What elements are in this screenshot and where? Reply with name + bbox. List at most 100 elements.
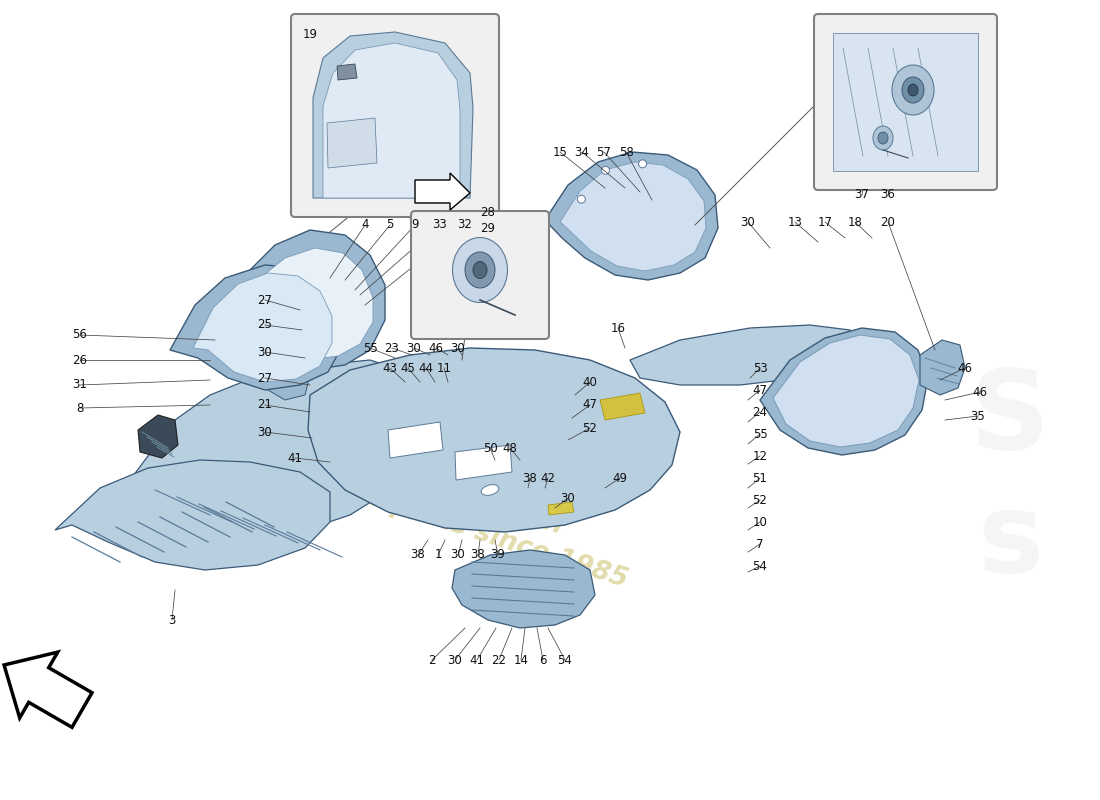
- Polygon shape: [388, 422, 443, 458]
- FancyBboxPatch shape: [814, 14, 997, 190]
- Ellipse shape: [878, 132, 888, 144]
- Text: 11: 11: [437, 362, 451, 374]
- Polygon shape: [268, 365, 310, 400]
- Text: 16: 16: [610, 322, 626, 334]
- Polygon shape: [323, 43, 460, 198]
- Text: 17: 17: [817, 215, 833, 229]
- Text: 50: 50: [483, 442, 497, 454]
- Text: 52: 52: [752, 494, 768, 506]
- Text: 34: 34: [574, 146, 590, 158]
- Text: 21: 21: [257, 398, 273, 411]
- Text: 40: 40: [583, 375, 597, 389]
- Text: 42: 42: [540, 471, 556, 485]
- Text: 29: 29: [481, 222, 495, 234]
- Text: 49: 49: [613, 471, 627, 485]
- Text: 3: 3: [168, 614, 176, 626]
- Text: 4: 4: [361, 218, 368, 231]
- Text: 54: 54: [558, 654, 572, 666]
- Polygon shape: [544, 152, 718, 280]
- Text: 5: 5: [386, 218, 394, 231]
- Text: 55: 55: [363, 342, 377, 354]
- Text: 30: 30: [257, 426, 273, 438]
- Polygon shape: [920, 340, 965, 395]
- Ellipse shape: [902, 77, 924, 103]
- Text: 31: 31: [73, 378, 87, 391]
- Text: S
s: S s: [970, 365, 1050, 595]
- Text: 36: 36: [881, 189, 895, 202]
- Polygon shape: [760, 328, 928, 455]
- Text: 18: 18: [848, 215, 862, 229]
- Text: a passion
for parts since 1985: a passion for parts since 1985: [340, 447, 640, 593]
- Polygon shape: [630, 325, 855, 385]
- Polygon shape: [455, 445, 512, 480]
- Text: 37: 37: [855, 189, 869, 202]
- Polygon shape: [415, 173, 470, 210]
- Text: 33: 33: [432, 218, 448, 231]
- Text: 14: 14: [514, 654, 528, 666]
- Ellipse shape: [892, 65, 934, 115]
- Polygon shape: [314, 32, 473, 198]
- Text: 56: 56: [73, 329, 87, 342]
- FancyBboxPatch shape: [411, 211, 549, 339]
- Polygon shape: [773, 335, 918, 447]
- Text: 7: 7: [757, 538, 763, 550]
- Text: 54: 54: [752, 559, 768, 573]
- Polygon shape: [220, 230, 385, 370]
- Text: 10: 10: [752, 515, 768, 529]
- Text: 51: 51: [752, 471, 768, 485]
- Text: 41: 41: [470, 654, 484, 666]
- Text: 38: 38: [522, 471, 538, 485]
- Text: 46: 46: [429, 342, 443, 354]
- Text: 1: 1: [434, 549, 442, 562]
- Polygon shape: [833, 33, 978, 171]
- Text: 47: 47: [583, 398, 597, 411]
- Text: 23: 23: [385, 342, 399, 354]
- Ellipse shape: [873, 126, 893, 150]
- Text: 30: 30: [257, 346, 273, 358]
- Polygon shape: [55, 460, 330, 570]
- Text: 19: 19: [302, 29, 318, 42]
- Ellipse shape: [908, 84, 918, 96]
- Polygon shape: [170, 265, 343, 390]
- Text: 28: 28: [481, 206, 495, 218]
- Ellipse shape: [481, 485, 498, 495]
- Text: 30: 30: [451, 342, 465, 354]
- Text: 25: 25: [257, 318, 273, 331]
- Text: 57: 57: [596, 146, 612, 158]
- Text: 52: 52: [583, 422, 597, 434]
- Polygon shape: [130, 360, 430, 540]
- Polygon shape: [337, 64, 358, 80]
- Text: 58: 58: [618, 146, 634, 158]
- Polygon shape: [548, 502, 574, 515]
- Text: 27: 27: [257, 294, 273, 306]
- Text: 2: 2: [428, 654, 436, 666]
- Polygon shape: [327, 118, 377, 168]
- Text: 24: 24: [752, 406, 768, 418]
- Text: 13: 13: [788, 215, 802, 229]
- Polygon shape: [245, 248, 373, 360]
- Text: 46: 46: [957, 362, 972, 374]
- Ellipse shape: [639, 160, 647, 168]
- Ellipse shape: [465, 252, 495, 288]
- Polygon shape: [600, 393, 645, 420]
- Text: 39: 39: [491, 549, 505, 562]
- Text: 43: 43: [383, 362, 397, 374]
- Polygon shape: [452, 550, 595, 628]
- Text: 30: 30: [740, 215, 756, 229]
- Text: 38: 38: [471, 549, 485, 562]
- Text: 30: 30: [448, 654, 462, 666]
- Text: 45: 45: [400, 362, 416, 374]
- Text: 30: 30: [407, 342, 421, 354]
- Text: 30: 30: [561, 491, 575, 505]
- Text: 12: 12: [752, 450, 768, 462]
- Text: 20: 20: [881, 215, 895, 229]
- Text: 48: 48: [503, 442, 517, 454]
- Text: 46: 46: [972, 386, 988, 398]
- Ellipse shape: [452, 238, 507, 302]
- Text: 35: 35: [970, 410, 986, 422]
- Text: 47: 47: [752, 383, 768, 397]
- Text: 32: 32: [458, 218, 472, 231]
- Text: 27: 27: [257, 371, 273, 385]
- Text: 30: 30: [451, 549, 465, 562]
- Text: 26: 26: [73, 354, 88, 366]
